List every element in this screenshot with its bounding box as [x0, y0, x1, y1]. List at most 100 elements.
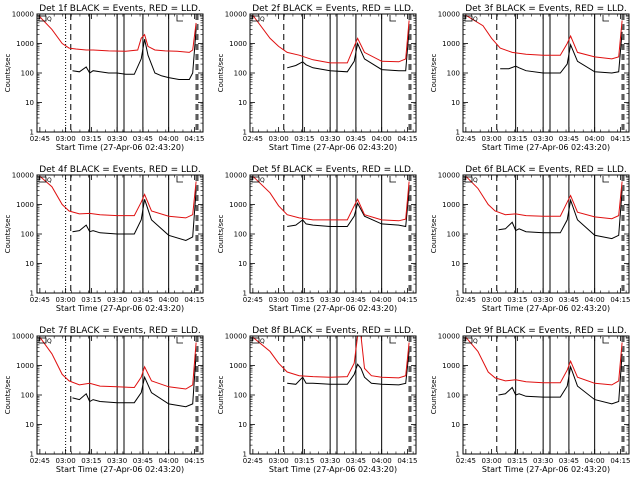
corner-label: Q [473, 338, 478, 345]
events-series-line [500, 31, 623, 74]
lld-series-line [465, 336, 623, 386]
x-tick-label: 03:15 [81, 457, 101, 465]
x-tick-label: 03:45 [346, 135, 366, 143]
events-series-line [72, 353, 197, 408]
y-tick-label: 1 [243, 451, 247, 459]
x-tick-label: 04:15 [610, 296, 630, 304]
y-axis-title: Counts/sec [4, 376, 12, 415]
corner-box-right [389, 337, 396, 344]
y-tick-label: 1 [456, 290, 460, 298]
x-tick-label: 02:45 [243, 296, 263, 304]
x-tick-label: 04:00 [159, 135, 179, 143]
y-tick-label: 1 [243, 290, 247, 298]
chart-panel: Det 7f BLACK = Events, RED = LLD. Counts/… [4, 326, 205, 474]
x-tick-label: 03:15 [507, 296, 527, 304]
chart-title: Det 6f BLACK = Events, RED = LLD. [465, 165, 627, 175]
lld-series-line [252, 15, 410, 64]
y-tick-label: 10000 [12, 11, 34, 19]
x-tick-label: 03:30 [107, 296, 127, 304]
x-axis-title: Start Time (27-Apr-06 02:43:20) [56, 304, 184, 313]
x-tick-label: 03:15 [507, 135, 527, 143]
x-axis-title: Start Time (27-Apr-06 02:43:20) [482, 304, 610, 313]
y-tick-label: 100 [447, 231, 460, 239]
lld-series-line [39, 175, 197, 219]
y-tick-label: 10 [238, 99, 247, 107]
y-tick-label: 10000 [12, 333, 34, 341]
y-tick-label: 1000 [442, 40, 460, 48]
chart-title: Det 4f BLACK = Events, RED = LLD. [39, 165, 201, 175]
plot-frame [462, 13, 630, 133]
x-tick-label: 04:15 [610, 135, 630, 143]
y-tick-label: 10000 [225, 333, 247, 341]
x-tick-label: 04:15 [184, 457, 204, 465]
y-tick-label: 10 [238, 260, 247, 268]
lld-series-line [465, 14, 623, 60]
x-tick-label: 04:15 [610, 457, 630, 465]
x-tick-label: 03:00 [56, 296, 76, 304]
y-tick-label: 1000 [16, 201, 34, 209]
x-axis-title: Start Time (27-Apr-06 02:43:20) [482, 465, 610, 474]
corner-box-left [38, 15, 47, 22]
y-tick-label: 10000 [225, 11, 247, 19]
x-tick-label: 03:45 [133, 135, 153, 143]
y-tick-label: 1000 [16, 40, 34, 48]
x-tick-label: 03:00 [482, 135, 502, 143]
x-tick-label: 03:00 [482, 296, 502, 304]
x-tick-label: 04:00 [159, 457, 179, 465]
x-tick-label: 03:30 [320, 457, 340, 465]
y-tick-label: 1 [456, 129, 460, 137]
plot-frame [36, 335, 204, 455]
x-tick-label: 03:45 [346, 457, 366, 465]
x-tick-label: 03:15 [81, 296, 101, 304]
x-tick-label: 03:00 [269, 296, 289, 304]
y-tick-label: 100 [21, 392, 34, 400]
chart-title: Det 1f BLACK = Events, RED = LLD. [39, 4, 201, 14]
y-tick-label: 1 [30, 129, 34, 137]
x-tick-label: 03:45 [559, 457, 579, 465]
y-tick-label: 100 [21, 70, 34, 78]
x-tick-label: 03:30 [320, 135, 340, 143]
events-series-line [287, 351, 410, 386]
corner-label: Q [47, 338, 52, 345]
y-tick-label: 10000 [225, 172, 247, 180]
x-tick-label: 03:00 [56, 135, 76, 143]
corner-label: Q [473, 16, 478, 23]
corner-box-right [176, 15, 183, 22]
x-tick-label: 02:45 [243, 457, 263, 465]
y-axis-title: Counts/sec [430, 215, 438, 254]
corner-box-right [602, 176, 609, 183]
corner-label: Q [260, 177, 265, 184]
y-tick-label: 1 [243, 129, 247, 137]
x-tick-label: 03:00 [56, 457, 76, 465]
y-tick-label: 100 [234, 392, 247, 400]
y-axis-title: Counts/sec [217, 54, 225, 93]
y-axis-title: Counts/sec [4, 54, 12, 93]
x-axis-title: Start Time (27-Apr-06 02:43:20) [269, 465, 397, 474]
x-tick-label: 02:45 [456, 135, 476, 143]
y-axis-title: Counts/sec [4, 215, 12, 254]
x-tick-label: 04:00 [372, 135, 392, 143]
chart-panel: Det 9f BLACK = Events, RED = LLD. Counts/… [430, 326, 631, 474]
y-tick-label: 1 [30, 451, 34, 459]
y-tick-label: 1 [30, 290, 34, 298]
x-tick-label: 03:45 [133, 457, 153, 465]
y-tick-label: 10 [451, 99, 460, 107]
lld-series-line [252, 175, 410, 222]
plot-frame [249, 13, 417, 133]
corner-box-right [389, 176, 396, 183]
y-tick-label: 100 [234, 70, 247, 78]
x-tick-label: 02:45 [30, 457, 50, 465]
chart-title: Det 9f BLACK = Events, RED = LLD. [465, 326, 627, 336]
lld-series-line [465, 175, 623, 220]
chart-title: Det 5f BLACK = Events, RED = LLD. [252, 165, 414, 175]
corner-box-left [251, 337, 260, 344]
y-tick-label: 10 [451, 260, 460, 268]
x-tick-label: 03:30 [533, 457, 553, 465]
x-tick-label: 03:30 [533, 296, 553, 304]
corner-box-left [38, 337, 47, 344]
x-tick-label: 03:15 [294, 296, 314, 304]
corner-box-right [602, 15, 609, 22]
x-tick-label: 04:15 [397, 296, 417, 304]
